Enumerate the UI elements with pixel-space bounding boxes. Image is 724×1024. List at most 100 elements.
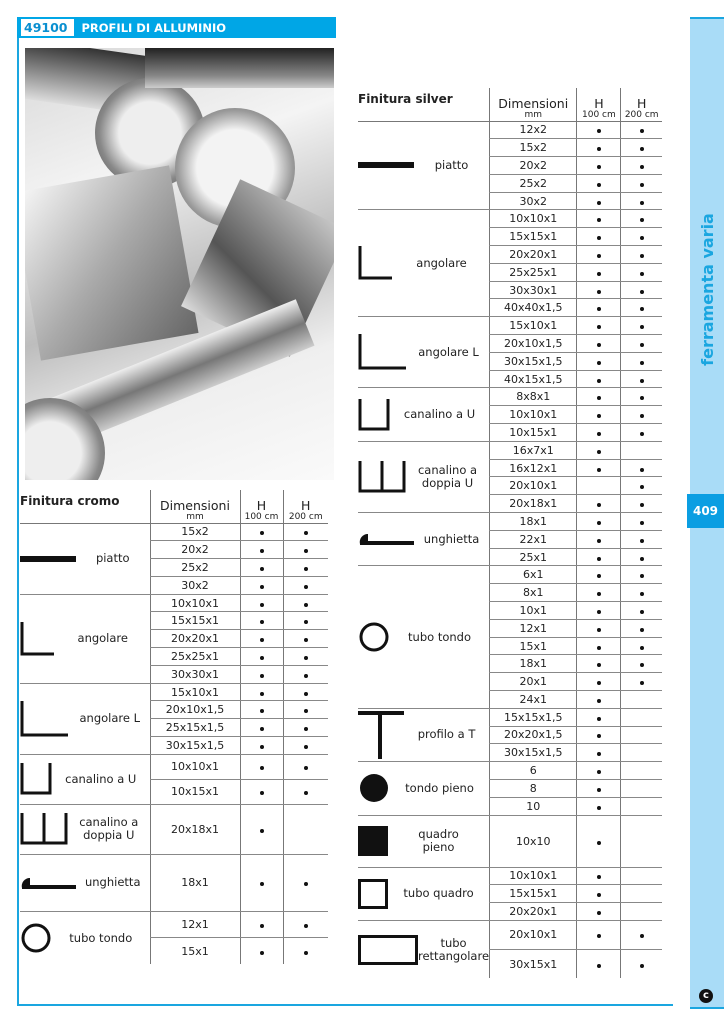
dimension-cell: 20x20x1	[489, 245, 577, 264]
table-row: 30x15x1,5	[20, 736, 328, 755]
angle-icon	[20, 621, 56, 656]
h200-availability	[620, 637, 662, 656]
h200-availability	[620, 601, 662, 620]
table-row: 15x1	[20, 937, 328, 965]
h200-availability	[282, 754, 328, 780]
dimension-cell: 30x30x1	[489, 281, 577, 300]
available-dot-icon	[303, 691, 308, 696]
table-row: tubo tondo 6x1	[358, 565, 662, 709]
edge-trim-icon	[20, 876, 76, 890]
table-row: 20x10x1,5	[20, 700, 328, 720]
table-row: canalino a U 10x10x1	[20, 754, 328, 805]
h200-availability	[620, 797, 662, 816]
h200-availability	[620, 138, 662, 158]
h200-availability	[620, 121, 662, 140]
h100-availability	[576, 156, 621, 175]
available-dot-icon	[259, 531, 264, 536]
table-row: unghietta 18x1	[358, 512, 662, 567]
dimension-cell: 12x1	[489, 619, 577, 638]
h200-availability	[282, 718, 328, 738]
available-dot-icon	[639, 236, 644, 241]
available-dot-icon	[596, 574, 601, 579]
available-dot-icon	[596, 681, 601, 686]
dimension-cell: 20x10x1	[489, 476, 577, 496]
h100-availability	[576, 476, 621, 496]
h200-availability	[620, 405, 662, 425]
available-dot-icon	[303, 531, 308, 536]
dimension-cell: 30x15x1,5	[489, 352, 577, 371]
dimension-cell: 40x15x1,5	[489, 370, 577, 389]
h100-availability	[576, 138, 621, 158]
table-row: 12x1	[358, 619, 662, 638]
h100-availability	[576, 708, 621, 727]
brand-logo-icon: c	[699, 989, 713, 1003]
available-dot-icon	[259, 744, 264, 749]
h100-availability	[576, 815, 621, 868]
available-dot-icon	[303, 620, 308, 625]
h200-availability	[620, 227, 662, 247]
table-finitura-cromo: Finitura cromo Dimensioni mm H 100 cm H 200 cm…	[20, 490, 328, 965]
available-dot-icon	[639, 271, 644, 276]
h100-availability	[576, 423, 621, 442]
profile-name: canalino a U	[65, 771, 137, 786]
available-dot-icon	[596, 378, 601, 383]
available-dot-icon	[596, 934, 601, 939]
dimension-cell: 15x15x1,5	[489, 708, 577, 727]
available-dot-icon	[639, 414, 644, 419]
available-dot-icon	[639, 627, 644, 632]
h100-availability	[239, 558, 283, 577]
dimension-cell: 20x20x1	[149, 629, 240, 649]
h200-availability	[282, 736, 328, 755]
h200-availability	[620, 902, 662, 921]
table-row: unghietta 18x1	[20, 854, 328, 912]
h100-availability	[239, 911, 283, 939]
h100-availability	[576, 494, 621, 514]
h100-availability	[239, 576, 283, 595]
profile-name: canalino a doppia U	[79, 815, 139, 843]
dimension-cell: 20x20x1	[489, 902, 577, 921]
h100-availability	[576, 565, 621, 585]
dimension-cell: 20x10x1	[489, 920, 577, 950]
profile-name: unghietta	[423, 531, 480, 546]
available-dot-icon	[639, 645, 644, 650]
dimension-cell: 15x15x1	[489, 884, 577, 904]
profile-name: canalino a doppia U	[417, 462, 478, 490]
profile-name: piatto	[95, 551, 130, 566]
profile-group: tubo tondo	[358, 565, 490, 709]
h100-availability	[239, 854, 283, 912]
available-dot-icon	[596, 467, 601, 472]
h100-availability	[239, 629, 283, 649]
h200-availability	[620, 565, 662, 585]
available-dot-icon	[259, 828, 264, 833]
available-dot-icon	[596, 271, 601, 276]
table-row: 25x2	[20, 558, 328, 577]
h100-availability	[576, 548, 621, 567]
table-row: 10x15x1	[20, 779, 328, 805]
finish-title: Finitura silver	[358, 92, 453, 106]
h100-availability	[576, 227, 621, 247]
available-dot-icon	[596, 253, 601, 258]
h200-availability	[620, 441, 662, 460]
profile-group: tubo tondo	[20, 911, 150, 964]
available-dot-icon	[596, 503, 601, 508]
dimension-cell: 10x1	[489, 601, 577, 620]
available-dot-icon	[259, 766, 264, 771]
h200-availability	[620, 263, 662, 282]
h100-header: 100 cm	[582, 109, 616, 120]
dimension-cell: 20x18x1	[149, 804, 240, 855]
h200-availability	[620, 156, 662, 175]
table-row: 18x1	[358, 654, 662, 674]
dimension-cell: 12x1	[149, 911, 240, 939]
dimension-cell: 20x10x1,5	[149, 700, 240, 720]
table-row: canalino a doppia U 20x18x1	[20, 804, 328, 855]
h100-availability	[576, 530, 621, 549]
available-dot-icon	[639, 592, 644, 597]
table-row: 30x2	[358, 192, 662, 211]
table-row: canalino a U 8x8x1	[358, 387, 662, 442]
sidebar-bottom-line	[690, 1007, 724, 1009]
h100-availability	[576, 441, 621, 460]
available-dot-icon	[639, 538, 644, 543]
table-row: 30x15x1,5	[358, 743, 662, 763]
available-dot-icon	[303, 549, 308, 554]
h100-availability	[576, 352, 621, 371]
